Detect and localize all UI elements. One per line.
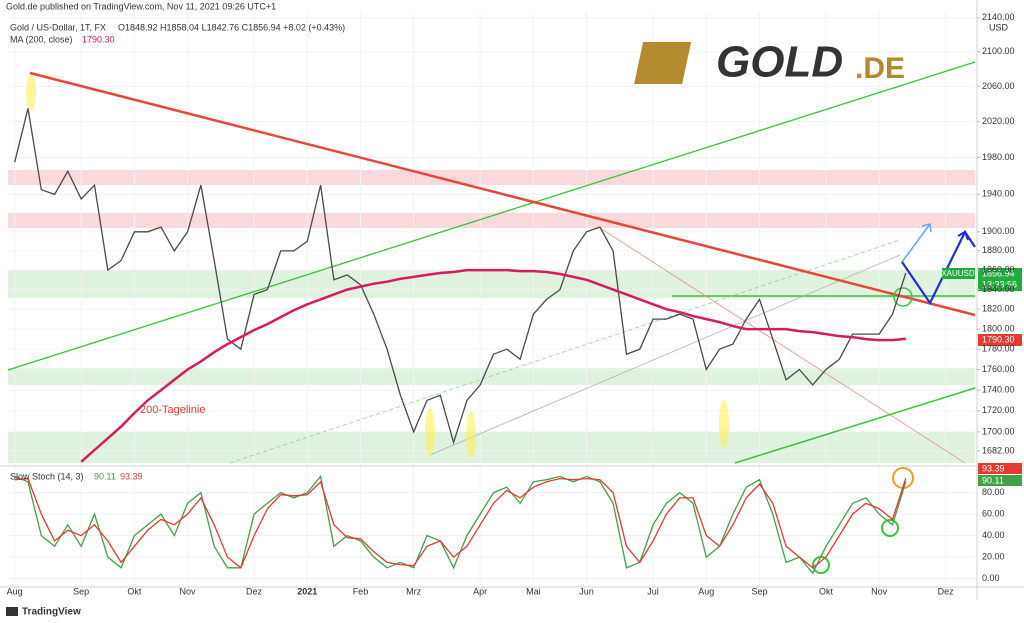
- y2-tick-label: 40.00: [982, 530, 1005, 540]
- x-tick-label: Dez: [938, 586, 955, 596]
- stoch-d-tag: [978, 463, 1022, 474]
- footer-brand: TradingView: [22, 607, 81, 618]
- y-tick-label: 1780.00: [982, 344, 1015, 354]
- x-tick-label: Sep: [73, 586, 89, 596]
- y-tick-label: 1820.00: [982, 304, 1015, 314]
- y-tick-label: 1740.00: [982, 384, 1015, 394]
- y2-tick-label: 80.00: [982, 487, 1005, 497]
- projection-arrow: [901, 223, 931, 263]
- x-tick-label: Jun: [579, 586, 594, 596]
- annotation: 200-Tagelinie: [140, 404, 205, 416]
- y-tick-label: 1940.00: [982, 189, 1015, 199]
- x-tick-label: Sep: [751, 586, 767, 596]
- x-tick-label: Mai: [526, 586, 541, 596]
- support-zone: [8, 432, 975, 463]
- x-tick-label: Nov: [871, 586, 888, 596]
- stoch-k-value: 90.11: [94, 471, 116, 481]
- footer-icon: [6, 607, 18, 616]
- downtrend-line: [29, 71, 976, 317]
- stoch-k-tag-text: 90.11: [982, 475, 1004, 485]
- ma-legend: MA (200, close): [10, 34, 73, 44]
- stoch-d-tag-text: 93.39: [982, 463, 1005, 473]
- y-tick-label: 1840.00: [982, 284, 1015, 294]
- support-zone: [8, 270, 975, 298]
- series-line: [14, 108, 907, 445]
- x-tick-label: Okt: [819, 586, 834, 596]
- grid: [8, 12, 975, 585]
- y-tick-label: 2060.00: [982, 81, 1015, 91]
- resistance-zone: [8, 170, 975, 185]
- highlight: [425, 408, 435, 456]
- x-tick-label: Apr: [473, 586, 487, 596]
- logo-suffix: .DE: [855, 52, 905, 85]
- projection-arrow: [901, 229, 976, 306]
- trend-line: [7, 61, 976, 371]
- y2-tick-label: 60.00: [982, 508, 1005, 518]
- series-line: [80, 268, 906, 463]
- symbol-tag-text: XAUUSD: [941, 269, 975, 278]
- y-tick-label: 1860.00: [982, 264, 1015, 274]
- highlight: [466, 411, 476, 459]
- helper-line: [599, 227, 966, 464]
- x-tick-label: 2021: [297, 586, 317, 596]
- ma-tag-text: 1790.30: [982, 334, 1015, 344]
- x-tick-label: Dez: [246, 586, 263, 596]
- highlight: [26, 75, 36, 111]
- ma-tag: [978, 334, 1022, 346]
- symbol-tag: [942, 268, 975, 279]
- highlight: [719, 400, 729, 448]
- y-tick-label: 2020.00: [982, 116, 1015, 126]
- y-tick-label: 1682.00: [982, 445, 1015, 455]
- y-tick-label: 1880.00: [982, 245, 1015, 255]
- channel-line: [229, 239, 901, 464]
- marker-circle: [881, 519, 899, 537]
- resistance-zone: [8, 213, 975, 228]
- y-tick-label: 2100.00: [982, 46, 1015, 56]
- trend-line: [734, 387, 976, 464]
- x-tick-label: Feb: [353, 586, 369, 596]
- x-tick-label: Jul: [647, 586, 659, 596]
- y-tick-label: 1720.00: [982, 405, 1015, 415]
- stoch-d-value: 93.39: [120, 471, 143, 481]
- y2-tick-label: 0.00: [982, 573, 1000, 583]
- y-tick-label: 1700.00: [982, 426, 1015, 436]
- ohlc: O1848.92 H1858.04 L1842.76 C1856.94 +8.0…: [118, 22, 345, 32]
- marks: [14, 108, 907, 575]
- marker-circle: [893, 287, 913, 307]
- arrow-head: [957, 230, 969, 241]
- stoch-legend: Slow Stoch (14, 3): [10, 471, 84, 481]
- y-unit: USD: [989, 22, 1009, 32]
- price-tag-text: 1856.94: [982, 268, 1015, 278]
- publisher: Gold.de published on TradingView.com, No…: [6, 1, 276, 11]
- y2-tick-label: 20.00: [982, 551, 1005, 561]
- x-tick-label: Aug: [7, 586, 23, 596]
- logo-icon: [634, 42, 692, 84]
- x-tick-label: Aug: [698, 586, 714, 596]
- channel-line: [429, 254, 901, 456]
- countdown: 13:33:56: [982, 279, 1017, 289]
- chart-title: Gold / US-Dollar, 1T, FX: [10, 22, 106, 32]
- x-tick-label: Mrz: [406, 586, 421, 596]
- arrow-head: [921, 223, 932, 233]
- x-tick-label: Okt: [127, 586, 142, 596]
- y-tick-label: 1900.00: [982, 226, 1015, 236]
- ma-legend-value: 1790.30: [82, 34, 115, 44]
- logo: GOLD: [716, 38, 843, 87]
- x-tick-label: Nov: [180, 586, 197, 596]
- y-tick-label: 1760.00: [982, 364, 1015, 374]
- y-tick-label: 1800.00: [982, 323, 1015, 333]
- y-tick-label: 1980.00: [982, 152, 1015, 162]
- stoch-k-tag: [978, 475, 1022, 486]
- price-tag: [978, 268, 1022, 291]
- y-tick-label: 2140.00: [982, 12, 1015, 22]
- support-zone: [8, 368, 975, 385]
- series-line: [14, 477, 907, 569]
